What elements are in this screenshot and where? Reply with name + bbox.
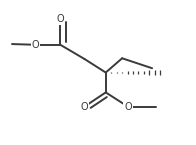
Text: O: O (56, 14, 64, 24)
Text: O: O (124, 102, 132, 112)
Text: O: O (31, 40, 39, 50)
Text: O: O (81, 102, 88, 112)
